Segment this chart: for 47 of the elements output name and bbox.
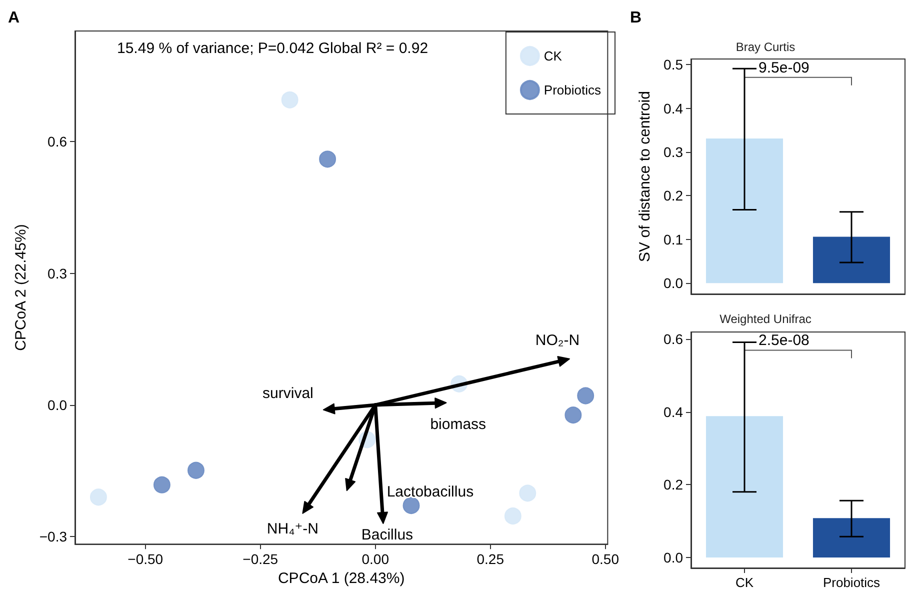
point — [577, 387, 594, 404]
y-axis-title: CPCoA 2 (22.45%) — [12, 224, 30, 351]
chart-title: Bray Curtis — [736, 40, 796, 54]
text: A — [8, 10, 20, 26]
y-axis-title: SV of distance to centroid — [636, 91, 654, 262]
point — [402, 496, 420, 514]
point — [187, 462, 204, 479]
point — [319, 150, 336, 168]
annotation: survival — [262, 384, 314, 402]
y-tick-label: 0.1 — [664, 231, 684, 248]
y-tick-label: 0.5 — [664, 56, 684, 73]
point — [90, 488, 107, 506]
x-axis-title: CPCoA 1 (28.43%) — [278, 570, 405, 587]
annotation: NH₄⁺-N — [266, 520, 318, 538]
annotation: Bacillus — [361, 526, 414, 544]
point — [564, 406, 582, 424]
y-tick-label: 0.2 — [664, 476, 684, 493]
text: 15.49 % of variance; P=0.042 Global R² = 0.92 — [117, 40, 428, 57]
x-tick-label: 0.00 — [362, 551, 390, 568]
y-tick-label: 0.0 — [664, 549, 684, 566]
y-tick-label: 0.6 — [48, 134, 68, 150]
legend-label: CK — [544, 48, 562, 64]
y-tick-label: −0.3 — [39, 528, 68, 545]
x-tick-label: 0.25 — [476, 551, 504, 568]
y-tick-label: 0.2 — [664, 188, 684, 204]
y-tick-label: 0.6 — [664, 330, 684, 347]
y-tick-label: 0.3 — [664, 144, 684, 160]
y-tick-label: 0.3 — [48, 265, 68, 282]
point — [519, 484, 536, 502]
text: B — [630, 10, 642, 26]
chart-title: Weighted Unifrac — [720, 312, 812, 326]
point — [153, 476, 170, 494]
x-tick-label: 0.50 — [592, 551, 620, 568]
point — [504, 508, 522, 525]
x-tick-label: −0.25 — [242, 551, 278, 568]
annotation: biomass — [430, 416, 486, 433]
point — [281, 91, 298, 108]
annotation: Lactobacillus — [386, 484, 474, 501]
y-tick-label: 0.0 — [48, 396, 68, 413]
legend-label: Probiotics — [544, 82, 602, 98]
annotation: 2.5e-08 — [758, 332, 810, 350]
y-tick-label: 0.0 — [664, 275, 684, 292]
y-tick-label: 0.4 — [664, 100, 684, 116]
annotation: NO₂-N — [535, 332, 580, 349]
y-tick-label: 0.4 — [664, 404, 684, 420]
x-tick-label: −0.50 — [128, 551, 164, 568]
annotation: 9.5e-09 — [758, 59, 810, 76]
